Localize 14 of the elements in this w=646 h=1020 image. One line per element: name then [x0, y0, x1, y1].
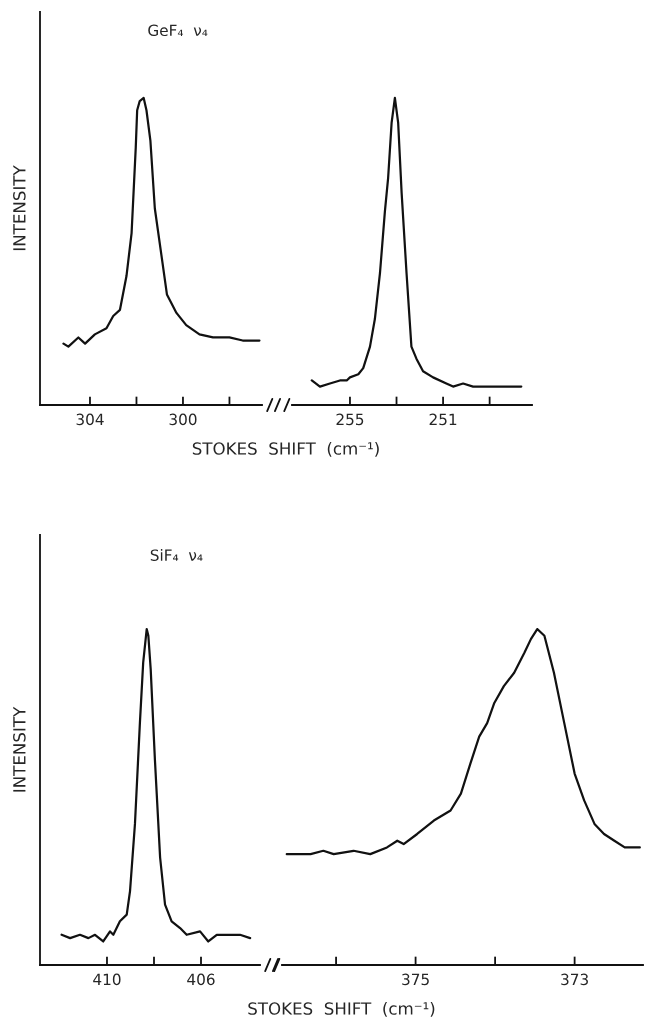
- x-tick-label: 251: [429, 413, 457, 426]
- x-axis-title: STOKES SHIFT (cm⁻¹): [192, 441, 379, 457]
- text: SiF₄ ν₄: [150, 549, 203, 561]
- x-tick-label: 300: [169, 413, 197, 426]
- x-tick-label: 410: [93, 973, 121, 986]
- y-axis-title: INTENSITY: [13, 165, 26, 251]
- text: GeF₄ ν₄: [148, 24, 208, 37]
- x-tick-label: 406: [187, 973, 215, 986]
- x-tick-label: 255: [336, 413, 364, 426]
- x-axis-title: STOKES SHIFT (cm⁻¹): [248, 1001, 435, 1017]
- x-tick-label: 375: [402, 973, 429, 986]
- x-tick-label: 304: [76, 413, 104, 426]
- x-tick-label: 373: [561, 973, 588, 986]
- y-axis-title: INTENSITY: [13, 706, 26, 792]
